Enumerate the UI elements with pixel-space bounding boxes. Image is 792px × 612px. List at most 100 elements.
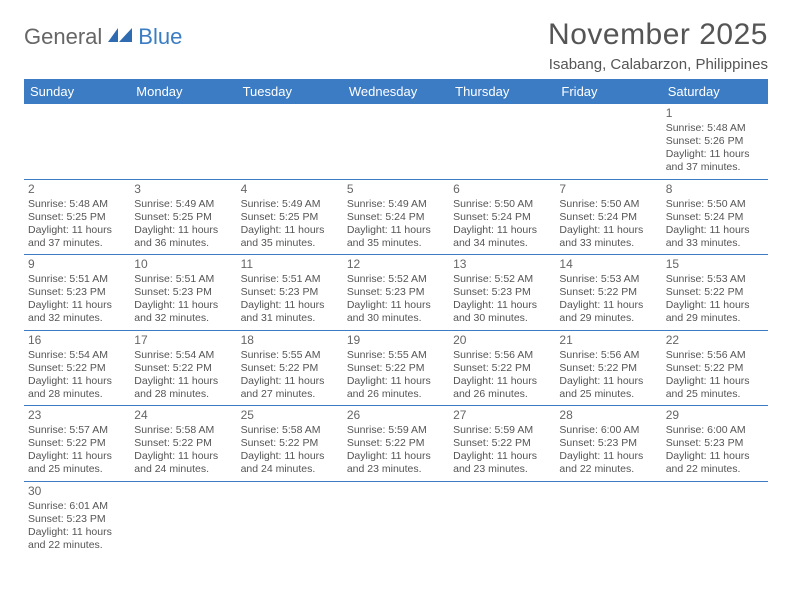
day-number: 23	[28, 408, 126, 423]
sunrise-line: Sunrise: 5:48 AM	[666, 122, 764, 135]
header: General Blue November 2025 Isabang, Cala…	[24, 18, 768, 73]
calendar-day-cell: 26Sunrise: 5:59 AMSunset: 5:22 PMDayligh…	[343, 406, 449, 482]
sunset-line: Sunset: 5:25 PM	[134, 211, 232, 224]
calendar-day-cell: 12Sunrise: 5:52 AMSunset: 5:23 PMDayligh…	[343, 255, 449, 331]
sunrise-line: Sunrise: 5:52 AM	[453, 273, 551, 286]
sunrise-line: Sunrise: 5:58 AM	[134, 424, 232, 437]
daylight-line: Daylight: 11 hours and 32 minutes.	[134, 299, 232, 325]
calendar-empty-cell	[24, 104, 130, 179]
calendar-day-cell: 18Sunrise: 5:55 AMSunset: 5:22 PMDayligh…	[237, 330, 343, 406]
day-number: 7	[559, 182, 657, 197]
day-number: 18	[241, 333, 339, 348]
day-number: 6	[453, 182, 551, 197]
weekday-header-row: SundayMondayTuesdayWednesdayThursdayFrid…	[24, 79, 768, 104]
day-number: 14	[559, 257, 657, 272]
daylight-line: Daylight: 11 hours and 36 minutes.	[134, 224, 232, 250]
day-number: 27	[453, 408, 551, 423]
daylight-line: Daylight: 11 hours and 33 minutes.	[666, 224, 764, 250]
daylight-line: Daylight: 11 hours and 25 minutes.	[666, 375, 764, 401]
day-number: 8	[666, 182, 764, 197]
daylight-line: Daylight: 11 hours and 25 minutes.	[559, 375, 657, 401]
calendar-day-cell: 14Sunrise: 5:53 AMSunset: 5:22 PMDayligh…	[555, 255, 661, 331]
flag-icon	[108, 26, 134, 49]
day-number: 2	[28, 182, 126, 197]
sunset-line: Sunset: 5:24 PM	[666, 211, 764, 224]
sunrise-line: Sunrise: 5:48 AM	[28, 198, 126, 211]
calendar-day-cell: 22Sunrise: 5:56 AMSunset: 5:22 PMDayligh…	[662, 330, 768, 406]
calendar-day-cell: 19Sunrise: 5:55 AMSunset: 5:22 PMDayligh…	[343, 330, 449, 406]
daylight-line: Daylight: 11 hours and 22 minutes.	[559, 450, 657, 476]
day-number: 15	[666, 257, 764, 272]
sunrise-line: Sunrise: 5:55 AM	[347, 349, 445, 362]
calendar-day-cell: 11Sunrise: 5:51 AMSunset: 5:23 PMDayligh…	[237, 255, 343, 331]
sunset-line: Sunset: 5:23 PM	[28, 513, 126, 526]
sunset-line: Sunset: 5:23 PM	[453, 286, 551, 299]
calendar-empty-cell	[130, 104, 236, 179]
calendar-empty-cell	[237, 104, 343, 179]
day-number: 1	[666, 106, 764, 121]
calendar-day-cell: 21Sunrise: 5:56 AMSunset: 5:22 PMDayligh…	[555, 330, 661, 406]
logo-text-general: General	[24, 24, 102, 50]
sunrise-line: Sunrise: 5:55 AM	[241, 349, 339, 362]
daylight-line: Daylight: 11 hours and 28 minutes.	[28, 375, 126, 401]
calendar-week-row: 30Sunrise: 6:01 AMSunset: 5:23 PMDayligh…	[24, 481, 768, 556]
day-number: 13	[453, 257, 551, 272]
sunrise-line: Sunrise: 5:54 AM	[28, 349, 126, 362]
sunrise-line: Sunrise: 5:56 AM	[453, 349, 551, 362]
calendar-week-row: 23Sunrise: 5:57 AMSunset: 5:22 PMDayligh…	[24, 406, 768, 482]
calendar-day-cell: 25Sunrise: 5:58 AMSunset: 5:22 PMDayligh…	[237, 406, 343, 482]
calendar-day-cell: 20Sunrise: 5:56 AMSunset: 5:22 PMDayligh…	[449, 330, 555, 406]
sunset-line: Sunset: 5:23 PM	[28, 286, 126, 299]
calendar-empty-cell	[555, 104, 661, 179]
calendar-day-cell: 29Sunrise: 6:00 AMSunset: 5:23 PMDayligh…	[662, 406, 768, 482]
daylight-line: Daylight: 11 hours and 35 minutes.	[241, 224, 339, 250]
calendar-week-row: 2Sunrise: 5:48 AMSunset: 5:25 PMDaylight…	[24, 179, 768, 255]
sunrise-line: Sunrise: 5:49 AM	[134, 198, 232, 211]
day-number: 17	[134, 333, 232, 348]
weekday-header: Friday	[555, 79, 661, 104]
calendar-day-cell: 10Sunrise: 5:51 AMSunset: 5:23 PMDayligh…	[130, 255, 236, 331]
sunset-line: Sunset: 5:22 PM	[453, 437, 551, 450]
day-number: 19	[347, 333, 445, 348]
daylight-line: Daylight: 11 hours and 37 minutes.	[28, 224, 126, 250]
calendar-day-cell: 24Sunrise: 5:58 AMSunset: 5:22 PMDayligh…	[130, 406, 236, 482]
sunrise-line: Sunrise: 5:51 AM	[134, 273, 232, 286]
sunset-line: Sunset: 5:23 PM	[134, 286, 232, 299]
sunrise-line: Sunrise: 5:59 AM	[453, 424, 551, 437]
daylight-line: Daylight: 11 hours and 26 minutes.	[347, 375, 445, 401]
sunset-line: Sunset: 5:22 PM	[666, 286, 764, 299]
calendar-day-cell: 1Sunrise: 5:48 AMSunset: 5:26 PMDaylight…	[662, 104, 768, 179]
daylight-line: Daylight: 11 hours and 27 minutes.	[241, 375, 339, 401]
sunset-line: Sunset: 5:22 PM	[241, 362, 339, 375]
calendar-week-row: 9Sunrise: 5:51 AMSunset: 5:23 PMDaylight…	[24, 255, 768, 331]
sunrise-line: Sunrise: 5:53 AM	[666, 273, 764, 286]
daylight-line: Daylight: 11 hours and 23 minutes.	[347, 450, 445, 476]
day-number: 21	[559, 333, 657, 348]
day-number: 20	[453, 333, 551, 348]
day-number: 16	[28, 333, 126, 348]
calendar-empty-cell	[343, 481, 449, 556]
calendar-empty-cell	[237, 481, 343, 556]
sunrise-line: Sunrise: 5:50 AM	[559, 198, 657, 211]
sunset-line: Sunset: 5:22 PM	[559, 286, 657, 299]
calendar-day-cell: 15Sunrise: 5:53 AMSunset: 5:22 PMDayligh…	[662, 255, 768, 331]
daylight-line: Daylight: 11 hours and 24 minutes.	[241, 450, 339, 476]
daylight-line: Daylight: 11 hours and 30 minutes.	[347, 299, 445, 325]
sunset-line: Sunset: 5:23 PM	[666, 437, 764, 450]
sunset-line: Sunset: 5:24 PM	[453, 211, 551, 224]
day-number: 26	[347, 408, 445, 423]
daylight-line: Daylight: 11 hours and 37 minutes.	[666, 148, 764, 174]
day-number: 9	[28, 257, 126, 272]
calendar-day-cell: 7Sunrise: 5:50 AMSunset: 5:24 PMDaylight…	[555, 179, 661, 255]
daylight-line: Daylight: 11 hours and 29 minutes.	[666, 299, 764, 325]
day-number: 22	[666, 333, 764, 348]
calendar-day-cell: 27Sunrise: 5:59 AMSunset: 5:22 PMDayligh…	[449, 406, 555, 482]
calendar-table: SundayMondayTuesdayWednesdayThursdayFrid…	[24, 79, 768, 556]
sunrise-line: Sunrise: 5:49 AM	[347, 198, 445, 211]
calendar-day-cell: 4Sunrise: 5:49 AMSunset: 5:25 PMDaylight…	[237, 179, 343, 255]
calendar-week-row: 16Sunrise: 5:54 AMSunset: 5:22 PMDayligh…	[24, 330, 768, 406]
sunrise-line: Sunrise: 5:59 AM	[347, 424, 445, 437]
calendar-week-row: 1Sunrise: 5:48 AMSunset: 5:26 PMDaylight…	[24, 104, 768, 179]
daylight-line: Daylight: 11 hours and 32 minutes.	[28, 299, 126, 325]
day-number: 3	[134, 182, 232, 197]
